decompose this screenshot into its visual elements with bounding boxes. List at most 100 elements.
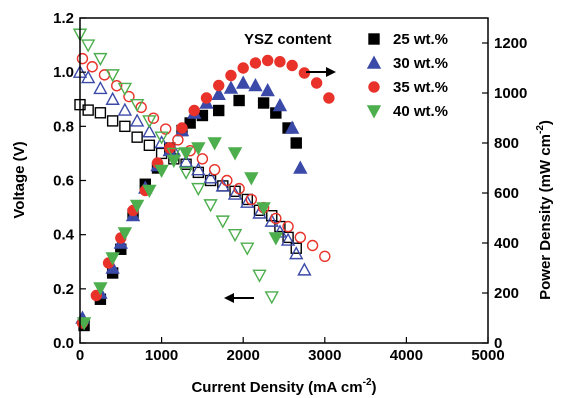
power-point-35-wt-17 [286,59,298,72]
legend-label-25-wt: 25 wt.% [393,31,448,48]
x-tick-label: 4000 [390,347,423,364]
power-point-40-wt-13 [256,202,271,216]
voltage-point-25-wt-1 [82,104,94,116]
voltage-point-35-wt-13 [233,182,245,195]
voltage-point-40-wt-10 [191,182,206,197]
legend-marker-35-wt [368,81,380,93]
voltage-point-30-wt-16 [264,213,279,227]
legend-title: YSZ content [244,31,332,48]
x-axis-title: Current Density (mA cm-2) [191,377,376,396]
voltage-point-25-wt-5 [131,131,143,143]
voltage-point-40-wt-7 [154,131,169,145]
voltage-point-30-wt-10 [191,162,206,176]
series-40-wt-power [76,137,284,331]
power-point-35-wt-12 [225,69,237,82]
power-point-40-wt-12 [244,172,259,186]
y-right-tick-label: 1200 [494,35,527,52]
voltage-point-35-wt-1 [86,61,98,73]
power-point-35-wt-1 [90,289,103,302]
power-point-40-wt-1 [93,282,108,296]
power-point-30-wt-11 [211,86,226,100]
power-point-40-wt-8 [178,147,194,161]
legend-marker-40-wt [366,105,382,119]
voltage-point-40-wt-2 [93,52,108,67]
y-right-tick-label: 600 [494,185,519,202]
x-tick-label: 1000 [145,347,178,364]
power-point-35-wt-8 [176,122,188,134]
voltage-point-30-wt-19 [289,246,304,260]
voltage-point-35-wt-7 [159,123,172,135]
power-point-30-wt-17 [284,120,300,134]
voltage-point-30-wt-14 [240,194,255,208]
arrow-left-annotation [224,293,254,303]
legend-label-30-wt: 30 wt.% [393,55,448,72]
y-left-tick-label: 1.2 [53,10,74,27]
power-point-35-wt-16 [274,56,286,68]
voltage-point-40-wt-5 [129,98,145,113]
power-point-35-wt-19 [310,77,323,89]
power-point-35-wt-9 [188,104,200,117]
voltage-point-30-wt-4 [117,102,133,116]
power-point-30-wt-16 [272,98,288,112]
power-point-40-wt-11 [227,147,243,161]
power-point-40-wt-7 [166,154,182,168]
x-tick-label: 5000 [471,347,504,364]
arrow-right-annotation [306,67,336,77]
y-left-tick-label: 1.0 [53,64,74,81]
legend: 25 wt.% 30 wt.% 35 wt.% 40 wt.% [366,31,448,120]
voltage-point-35-wt-12 [221,174,233,187]
voltage-point-30-wt-20 [297,262,312,276]
voltage-point-35-wt-8 [172,134,184,146]
voltage-point-40-wt-1 [80,39,96,53]
y-right-tick-label: 1000 [494,85,527,102]
y-left-tick-label: 0.4 [53,227,75,244]
y-left-axis-title: Voltage (V) [11,141,28,218]
voltage-point-40-wt-16 [264,291,279,305]
voltage-point-25-wt-6 [143,139,156,151]
power-point-30-wt-15 [260,83,275,97]
legend-marker-25-wt [368,33,380,45]
voltage-point-30-wt-1 [80,70,96,84]
voltage-point-30-wt-2 [93,80,108,95]
voltage-point-40-wt-14 [240,242,255,256]
x-tick-label: 3000 [308,347,341,364]
legend-label-40-wt: 40 wt.% [393,103,448,120]
voltage-point-35-wt-4 [123,90,135,103]
power-point-35-wt-11 [213,79,225,92]
voltage-point-25-wt-14 [241,193,253,206]
power-point-40-wt-5 [142,184,157,198]
voltage-point-35-wt-18 [294,231,307,244]
power-point-40-wt-10 [207,137,222,151]
voltage-point-30-wt-5 [129,113,145,127]
y-right-axis-title: Power Density (mW cm-2) [535,120,554,300]
voltage-point-30-wt-11 [203,170,218,184]
legend-marker-30-wt [366,55,382,69]
voltage-point-40-wt-9 [178,166,194,180]
voltage-point-40-wt-4 [117,82,133,96]
voltage-point-30-wt-3 [105,91,120,105]
power-point-30-wt-12 [223,80,239,94]
voltage-point-25-wt-19 [290,242,302,254]
power-point-35-wt-13 [237,62,249,74]
voltage-point-30-wt-18 [280,232,296,246]
power-point-35-wt-14 [249,57,262,69]
y-left-tick-label: 0.6 [53,173,74,190]
voltage-point-40-wt-13 [227,228,243,243]
voltage-point-25-wt-2 [94,107,107,119]
voltage-point-25-wt-3 [106,115,119,127]
y-left-tick-label: 0.2 [53,281,74,298]
power-point-25-wt-11 [213,104,225,117]
series-35-wt-power [76,54,335,329]
x-tick-label: 2000 [227,347,260,364]
power-point-30-wt-14 [248,78,263,92]
voltage-point-40-wt-3 [105,69,120,83]
voltage-point-30-wt-7 [154,135,169,149]
voltage-point-40-wt-15 [252,269,267,283]
y-right-tick-label: 200 [494,285,519,302]
power-point-40-wt-14 [268,232,284,246]
y-left-tick-label: 0.8 [53,118,74,135]
voltage-point-30-wt-9 [178,154,194,168]
y-left-tick-label: 0.0 [53,335,74,352]
power-point-25-wt-13 [257,97,270,109]
